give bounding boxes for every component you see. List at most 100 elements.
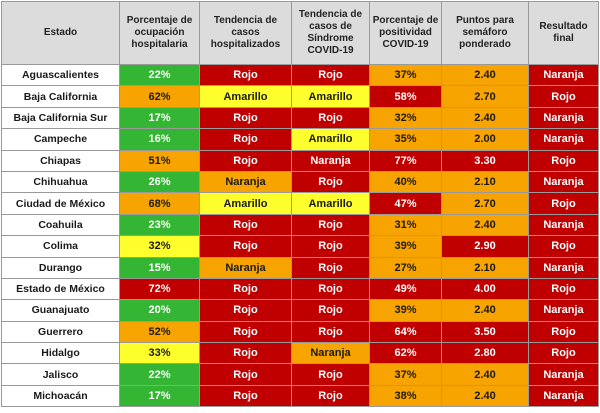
table-row: Guerrero 52% Rojo Rojo 64% 3.50 Rojo (1, 320, 599, 344)
cell-estado: Aguascalientes (1, 63, 120, 87)
cell-estado: Durango (1, 256, 120, 279)
cell-ocupacion: 15% (119, 256, 200, 279)
cell-puntos: 2.10 (441, 256, 529, 279)
cell-puntos: 2.40 (441, 63, 529, 87)
cell-tendencia-sindrome: Rojo (291, 63, 370, 87)
cell-resultado: Naranja (528, 170, 599, 194)
header-tendencia-sindrome: Tendencia de casos de Síndrome COVID-19 (291, 1, 370, 65)
cell-puntos: 2.70 (441, 192, 529, 215)
cell-tendencia-sindrome: Naranja (291, 149, 370, 172)
cell-tendencia-hospitalizados: Rojo (199, 128, 292, 151)
cell-tendencia-sindrome: Rojo (291, 256, 370, 279)
cell-puntos: 2.40 (441, 384, 529, 408)
cell-estado: Baja California (1, 85, 120, 108)
cell-tendencia-sindrome: Rojo (291, 235, 370, 258)
table-row: Michoacán 17% Rojo Rojo 38% 2.40 Naranja (1, 384, 599, 408)
cell-estado: Jalisco (1, 363, 120, 386)
cell-ocupacion: 32% (119, 235, 200, 258)
cell-ocupacion: 51% (119, 149, 200, 172)
table-row: Colima 32% Rojo Rojo 39% 2.90 Rojo (1, 235, 599, 258)
header-resultado: Resultado final (528, 1, 599, 65)
cell-tendencia-hospitalizados: Rojo (199, 277, 292, 301)
cell-resultado: Rojo (528, 85, 599, 108)
cell-puntos: 2.40 (441, 299, 529, 322)
cell-tendencia-hospitalizados: Naranja (199, 170, 292, 194)
cell-ocupacion: 72% (119, 277, 200, 301)
table-row: Estado de México 72% Rojo Rojo 49% 4.00 Rojo (1, 277, 599, 301)
table-row: Durango 15% Naranja Rojo 27% 2.10 Naranja (1, 256, 599, 279)
cell-tendencia-hospitalizados: Amarillo (199, 85, 292, 108)
cell-estado: Michoacán (1, 384, 120, 408)
cell-positividad: 40% (369, 170, 442, 194)
cell-puntos: 2.10 (441, 170, 529, 194)
table-row: Baja California 62% Amarillo Amarillo 58% 2.7… (1, 85, 599, 108)
header-tendencia-hospitalizados: Tendencia de casos hospitalizados (199, 1, 292, 65)
cell-tendencia-hospitalizados: Rojo (199, 63, 292, 87)
table-row: Baja California Sur 17% Rojo Rojo 32% 2.40 Nar… (1, 106, 599, 130)
cell-positividad: 39% (369, 235, 442, 258)
cell-ocupacion: 62% (119, 85, 200, 108)
cell-puntos: 2.40 (441, 106, 529, 130)
table-row: Hidalgo 33% Rojo Naranja 62% 2.80 Rojo (1, 342, 599, 365)
table-row: Coahuila 23% Rojo Rojo 31% 2.40 Naranja (1, 213, 599, 237)
cell-positividad: 35% (369, 128, 442, 151)
cell-tendencia-sindrome: Naranja (291, 342, 370, 365)
cell-ocupacion: 26% (119, 170, 200, 194)
cell-tendencia-sindrome: Amarillo (291, 128, 370, 151)
cell-tendencia-hospitalizados: Rojo (199, 342, 292, 365)
cell-estado: Chihuahua (1, 170, 120, 194)
cell-resultado: Naranja (528, 384, 599, 408)
cell-puntos: 2.90 (441, 235, 529, 258)
cell-resultado: Naranja (528, 63, 599, 87)
cell-tendencia-hospitalizados: Rojo (199, 235, 292, 258)
cell-estado: Baja California Sur (1, 106, 120, 130)
cell-estado: Guerrero (1, 320, 120, 344)
cell-ocupacion: 20% (119, 299, 200, 322)
table-row: Aguascalientes 22% Rojo Rojo 37% 2.40 Naranja (1, 63, 599, 87)
cell-positividad: 31% (369, 213, 442, 237)
header-estado: Estado (1, 1, 120, 65)
cell-resultado: Rojo (528, 277, 599, 301)
cell-estado: Colima (1, 235, 120, 258)
cell-ocupacion: 22% (119, 363, 200, 386)
cell-ocupacion: 22% (119, 63, 200, 87)
cell-resultado: Naranja (528, 213, 599, 237)
cell-estado: Estado de México (1, 277, 120, 301)
cell-positividad: 27% (369, 256, 442, 279)
cell-tendencia-hospitalizados: Rojo (199, 320, 292, 344)
table-row: Jalisco 22% Rojo Rojo 37% 2.40 Naranja (1, 363, 599, 386)
cell-positividad: 58% (369, 85, 442, 108)
cell-resultado: Naranja (528, 256, 599, 279)
cell-resultado: Naranja (528, 106, 599, 130)
table-row: Guanajuato 20% Rojo Rojo 39% 2.40 Naranja (1, 299, 599, 322)
cell-resultado: Rojo (528, 320, 599, 344)
cell-resultado: Rojo (528, 342, 599, 365)
cell-tendencia-hospitalizados: Rojo (199, 106, 292, 130)
cell-puntos: 3.50 (441, 320, 529, 344)
cell-tendencia-sindrome: Rojo (291, 363, 370, 386)
header-puntos: Puntos para semáforo ponderado (441, 1, 529, 65)
cell-positividad: 38% (369, 384, 442, 408)
cell-tendencia-hospitalizados: Rojo (199, 363, 292, 386)
cell-ocupacion: 17% (119, 106, 200, 130)
header-row: Estado Porcentaje de ocupación hospitala… (1, 1, 599, 65)
cell-positividad: 77% (369, 149, 442, 172)
cell-puntos: 2.40 (441, 363, 529, 386)
cell-tendencia-hospitalizados: Rojo (199, 149, 292, 172)
cell-resultado: Rojo (528, 192, 599, 215)
cell-ocupacion: 17% (119, 384, 200, 408)
cell-tendencia-hospitalizados: Naranja (199, 256, 292, 279)
cell-tendencia-sindrome: Rojo (291, 299, 370, 322)
cell-resultado: Rojo (528, 235, 599, 258)
cell-resultado: Rojo (528, 149, 599, 172)
cell-positividad: 37% (369, 363, 442, 386)
cell-positividad: 49% (369, 277, 442, 301)
cell-ocupacion: 23% (119, 213, 200, 237)
cell-ocupacion: 68% (119, 192, 200, 215)
cell-positividad: 37% (369, 63, 442, 87)
cell-puntos: 2.80 (441, 342, 529, 365)
cell-ocupacion: 52% (119, 320, 200, 344)
cell-tendencia-sindrome: Amarillo (291, 85, 370, 108)
